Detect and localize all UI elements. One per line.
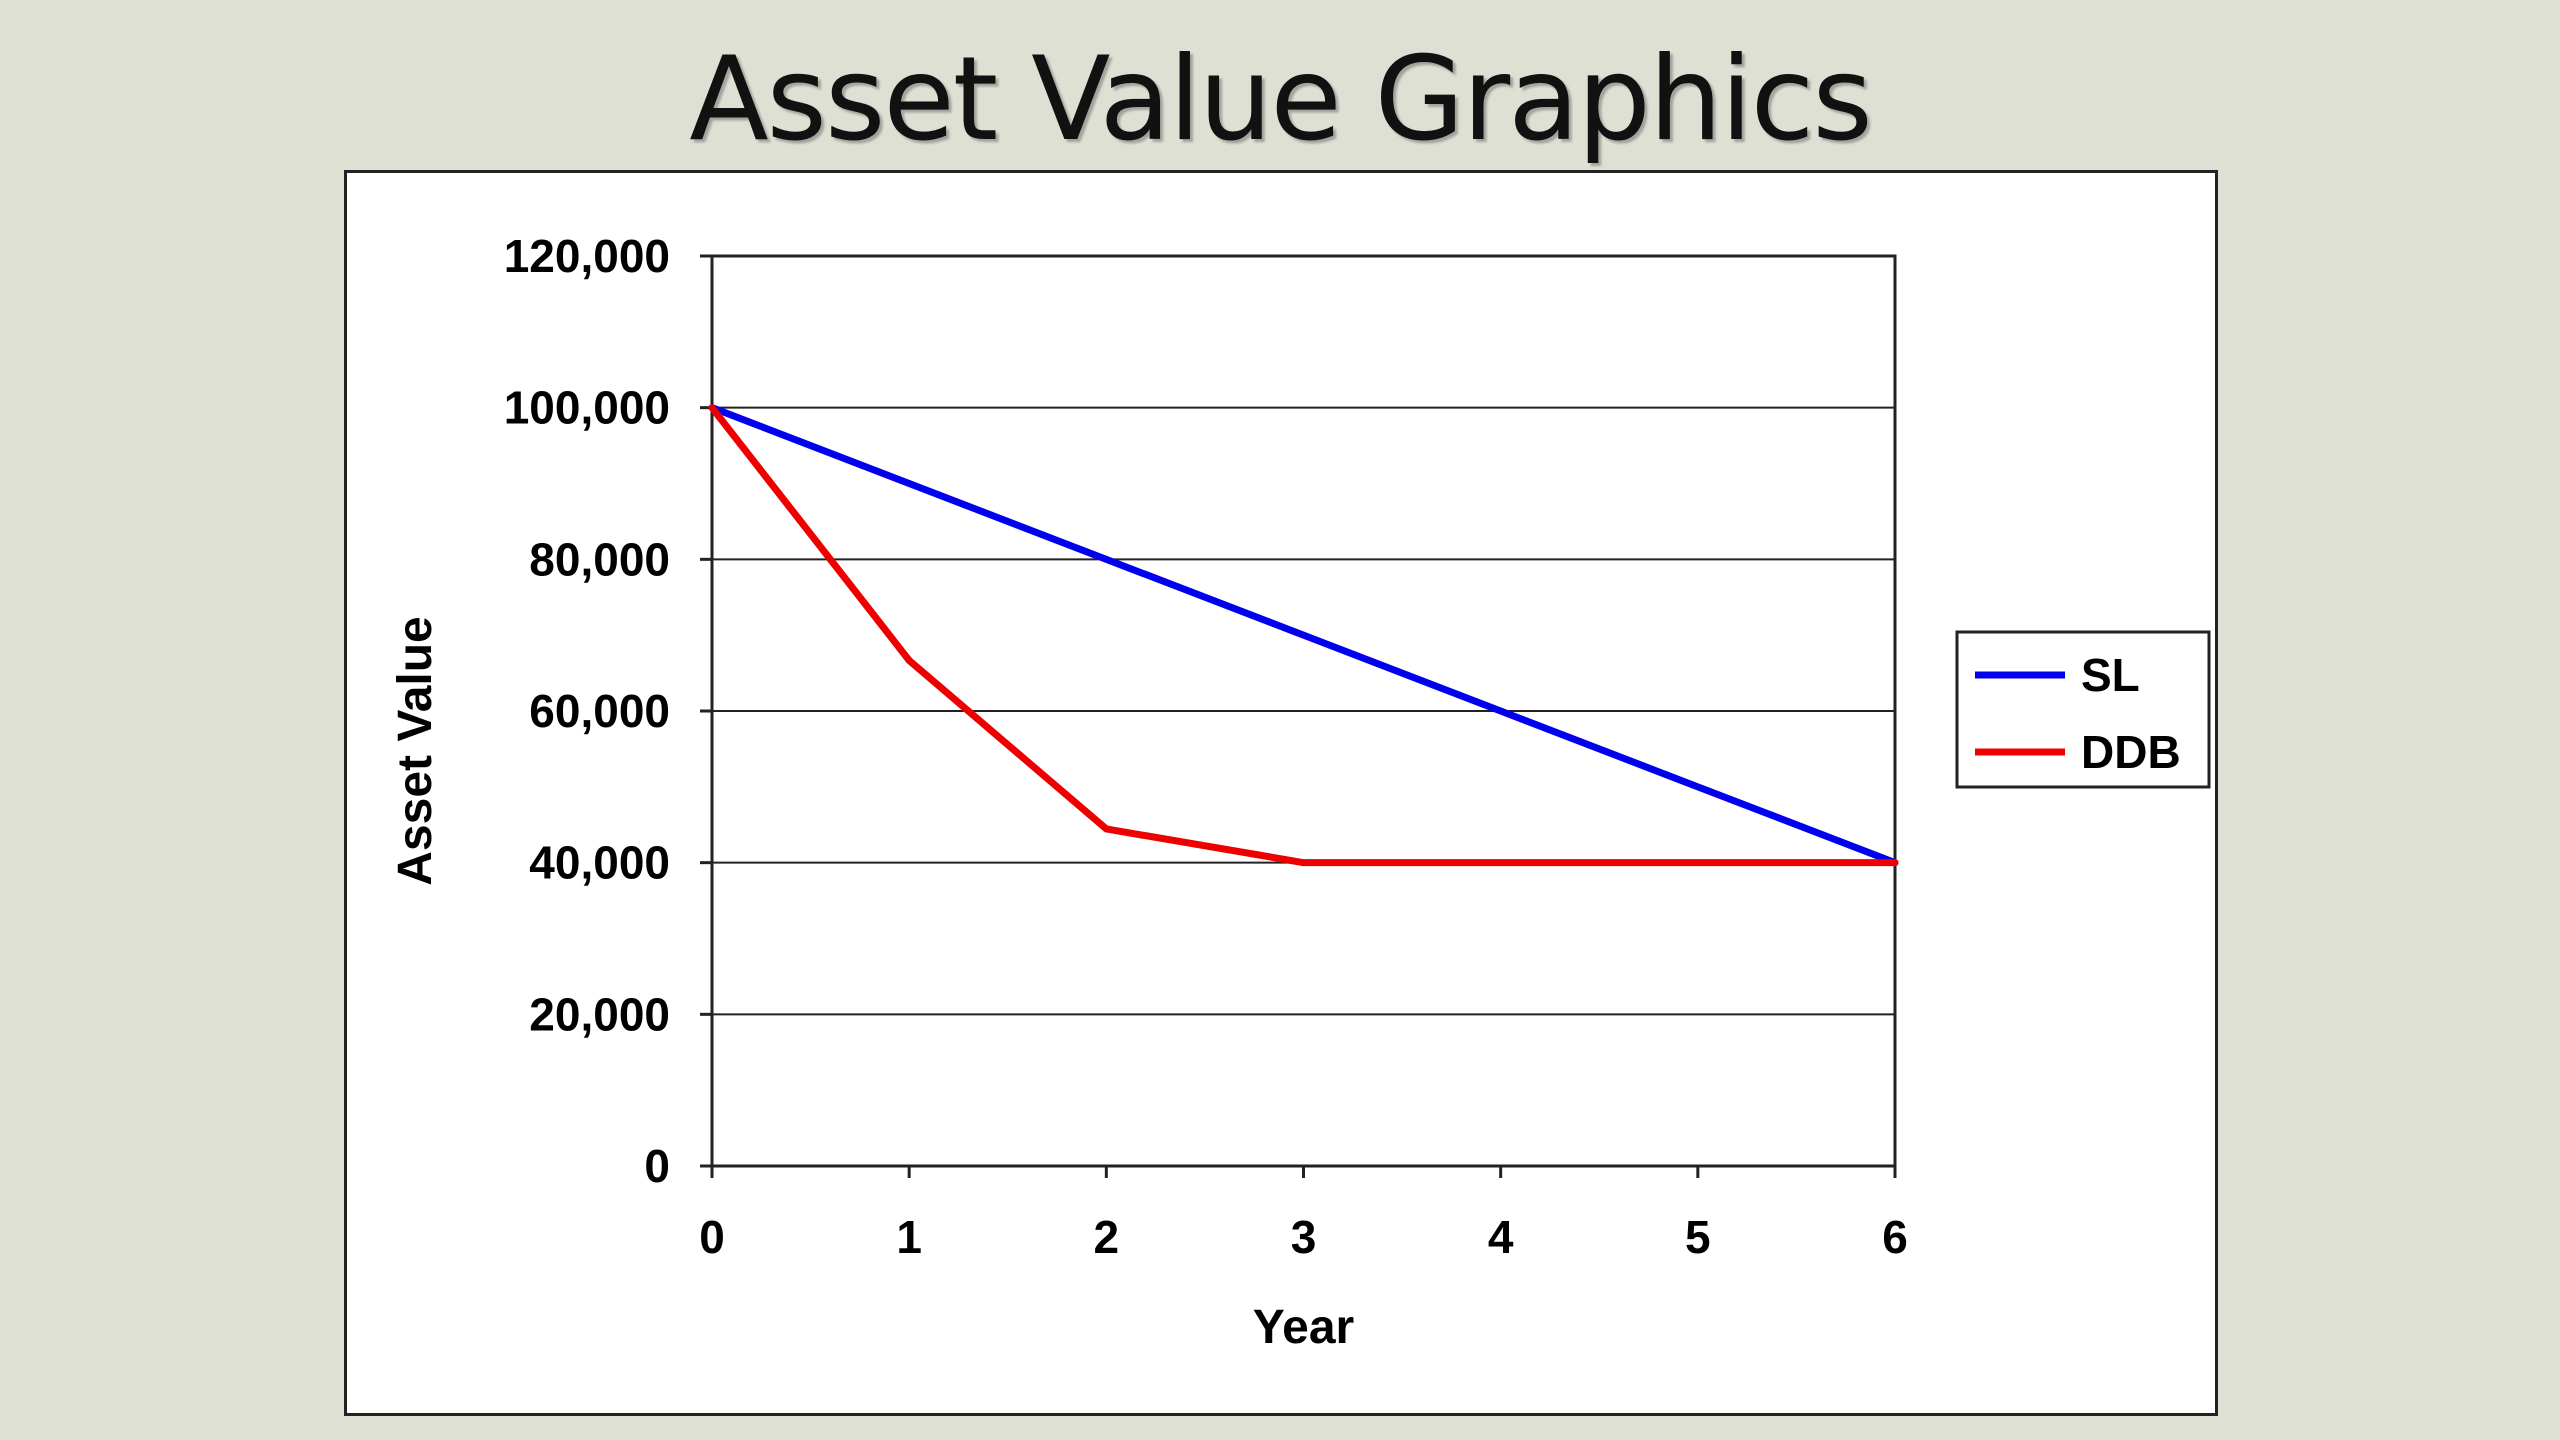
x-tick-label: 2 — [1094, 1211, 1120, 1263]
x-tick-label: 3 — [1291, 1211, 1317, 1263]
legend-box — [1955, 630, 2211, 789]
series-line-sl — [708, 404, 1899, 867]
y-tick-label: 120,000 — [504, 230, 670, 282]
x-tick-label: 5 — [1685, 1211, 1711, 1263]
line-chart: 020,00040,00060,00080,000100,000120,000 … — [389, 230, 2211, 1354]
y-tick-label: 0 — [644, 1140, 670, 1192]
chart-panel: 0 20,000 40,000 60,000 80,000 100,000 120,000 … — [344, 170, 2218, 1416]
legend: SL DDB — [1955, 630, 2211, 789]
gridlines — [712, 406, 1895, 1016]
x-tick-label: 1 — [896, 1211, 922, 1263]
data-series — [708, 404, 1899, 867]
x-tick-label: 0 — [699, 1211, 725, 1263]
y-tick-label: 100,000 — [504, 382, 670, 434]
x-axis-ticks: 0 1 2 3 4 5 6 — [699, 1166, 1908, 1263]
series-line-ddb — [708, 404, 1899, 867]
slide-title: Asset Value Graphics — [689, 32, 1873, 167]
legend-label-ddb: DDB — [2081, 726, 2181, 778]
x-tick-label: 6 — [1882, 1211, 1908, 1263]
y-tick-label: 80,000 — [529, 533, 670, 585]
x-tick-label: 4 — [1488, 1211, 1514, 1263]
x-axis-title: Year — [1253, 1301, 1354, 1354]
legend-label-sl: SL — [2081, 649, 2140, 701]
y-tick-label: 20,000 — [529, 988, 670, 1040]
y-tick-label: 40,000 — [529, 837, 670, 889]
y-tick-label: 60,000 — [529, 685, 670, 737]
y-axis-title: Asset Value — [389, 616, 442, 885]
y-axis-ticks: 0 20,000 40,000 60,000 80,000 100,000 120,000 — [504, 230, 712, 1192]
